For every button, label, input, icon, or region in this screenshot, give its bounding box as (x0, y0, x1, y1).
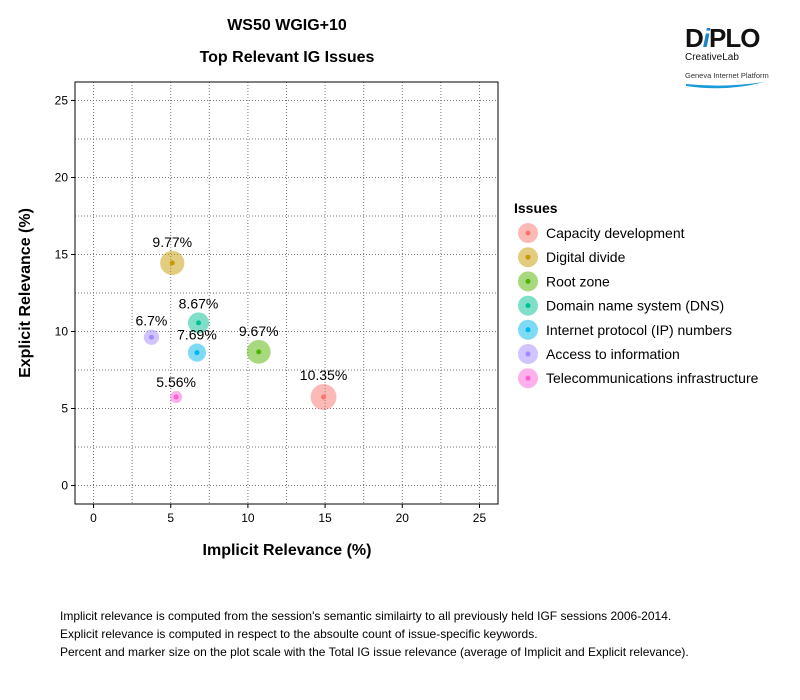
legend-entry: Domain name system (DNS) (546, 298, 724, 314)
legend-entry: Capacity development (546, 225, 685, 241)
data-point-center (194, 350, 200, 356)
data-point-center (148, 334, 154, 340)
y-tick-label: 0 (61, 479, 68, 493)
scatter-chart: WS50 WGIG+10 Top Relevant IG Issues 10.3… (17, 17, 769, 559)
legend-key-center (525, 278, 531, 284)
x-tick-label: 5 (167, 511, 174, 525)
y-tick-label: 10 (55, 325, 69, 339)
footnote-marker-size: Percent and marker size on the plot scal… (60, 645, 689, 659)
legend-key-center (525, 375, 531, 381)
legend-entry: Access to information (546, 346, 680, 362)
legend-entry: Internet protocol (IP) numbers (546, 322, 732, 338)
y-axis-label: Explicit Relevance (%) (17, 208, 34, 378)
svg-text:Geneva Internet Platform: Geneva Internet Platform (685, 71, 769, 80)
x-tick-label: 10 (241, 511, 255, 525)
data-point-center (169, 260, 175, 266)
data-label: 9.77% (152, 234, 192, 250)
legend-key-center (525, 230, 531, 236)
x-axis-label: Implicit Relevance (%) (203, 542, 372, 559)
x-tick-label: 20 (396, 511, 410, 525)
plot-border (74, 81, 499, 505)
legend-key-center (525, 303, 531, 309)
svg-text:CreativeLab: CreativeLab (685, 52, 739, 63)
y-tick-label: 25 (55, 93, 69, 107)
legend-entry: Digital divide (546, 249, 626, 265)
legend-entry: Telecommunications infrastructure (546, 370, 759, 386)
data-point-center (196, 320, 202, 326)
x-tick-label: 15 (318, 511, 332, 525)
legend-key-center (525, 254, 531, 260)
chart-title: WS50 WGIG+10 (227, 17, 347, 34)
legend-title: Issues (514, 200, 558, 216)
x-tick-label: 0 (90, 511, 97, 525)
x-tick-label: 25 (473, 511, 487, 525)
data-point-center (321, 394, 327, 400)
data-label: 5.56% (156, 374, 196, 390)
legend-key-center (525, 327, 531, 333)
data-point-center (256, 349, 262, 355)
y-tick-label: 15 (55, 247, 69, 261)
chart-subtitle: Top Relevant IG Issues (200, 49, 375, 66)
footnote-implicit: Implicit relevance is computed from the … (60, 609, 672, 623)
data-label: 8.67% (179, 295, 219, 311)
data-label: 7.69% (177, 327, 217, 343)
y-tick-label: 20 (55, 170, 69, 184)
footnote-explicit: Explicit relevance is computed in respec… (60, 627, 538, 641)
diplo-logo: DiPLO CreativeLab Geneva Internet Platfo… (685, 23, 769, 89)
data-label: 10.35% (300, 367, 347, 383)
legend-entry: Root zone (546, 273, 610, 289)
data-point-center (173, 394, 179, 400)
data-label: 6.7% (135, 313, 167, 329)
svg-text:DiPLO: DiPLO (685, 23, 760, 53)
data-label: 9.67% (239, 323, 279, 339)
legend-key-center (525, 351, 531, 357)
y-tick-label: 5 (61, 402, 68, 416)
